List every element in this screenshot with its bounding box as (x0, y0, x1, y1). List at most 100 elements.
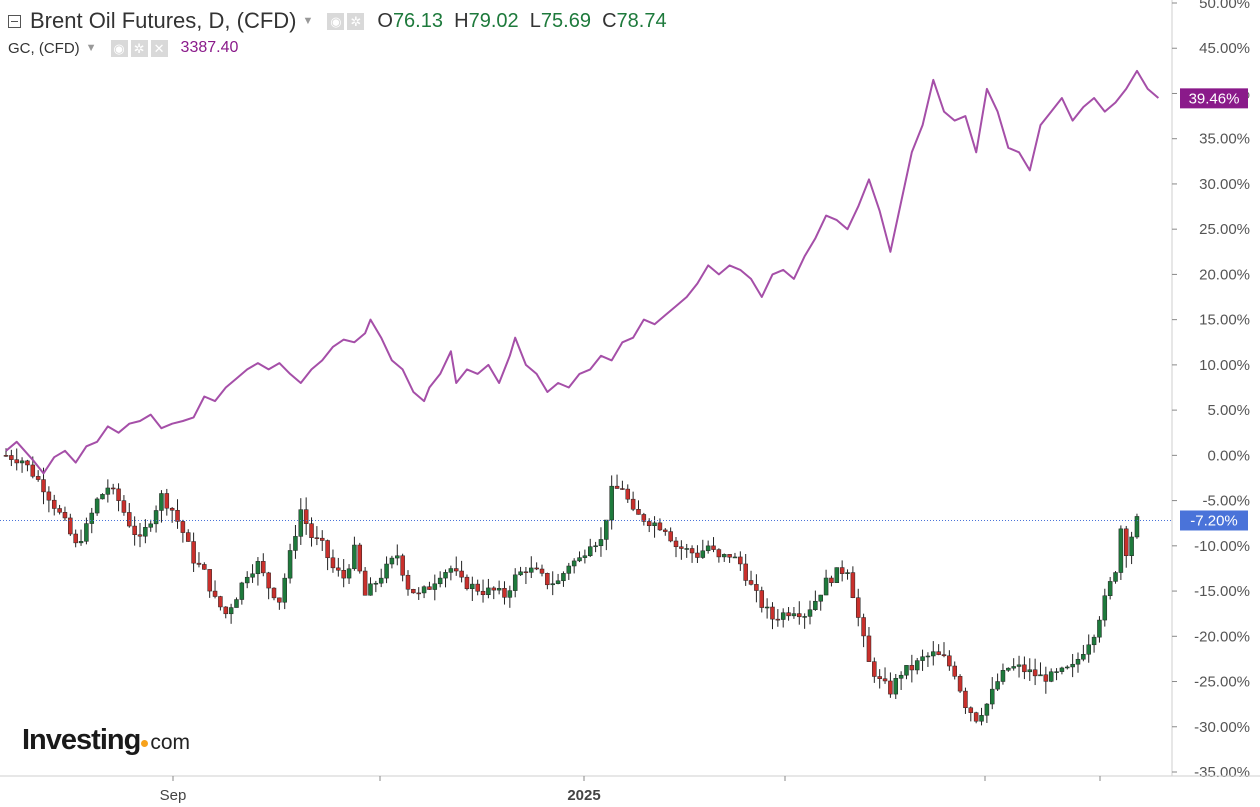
main-symbol-title[interactable]: Brent Oil Futures, D, (CFD) (30, 8, 297, 33)
oil-candle-body (555, 580, 561, 584)
oil-candle-body (427, 586, 432, 590)
compare-symbol-dropdown-icon[interactable]: ▼ (85, 42, 97, 54)
oil-candle-body (673, 540, 679, 548)
compare-value: 3387.40 (180, 39, 239, 56)
oil-candle-body (110, 487, 116, 490)
oil-candle-body (931, 651, 936, 657)
oil-candle-body (169, 507, 175, 511)
oil-candle-body (652, 522, 657, 527)
oil-candle-body (480, 590, 486, 596)
oil-candle-body (78, 541, 84, 544)
oil-candle-body (561, 573, 566, 582)
oil-candle-body (196, 562, 202, 565)
oil-candle-body (395, 555, 400, 559)
oil-candle-body (68, 517, 73, 535)
oil-candle-body (212, 590, 218, 597)
y-tick-label: -30.00% (1194, 719, 1250, 736)
oil-candle-body (620, 488, 625, 490)
oil-candle-body (807, 609, 813, 617)
compare-settings-gear-icon[interactable]: ✲ (130, 39, 148, 57)
oil-candle-body (738, 556, 743, 565)
oil-candle-body (239, 582, 245, 600)
oil-candle-body (904, 665, 909, 676)
oil-candle-body (995, 681, 1000, 690)
oil-candle-body (432, 583, 438, 590)
oil-candle-body (35, 476, 41, 480)
oil-candle-body (185, 532, 191, 542)
open-value: 76.13 (392, 9, 443, 32)
oil-candle-body (679, 546, 684, 549)
logo-dot-icon (141, 740, 149, 747)
y-tick-label: 45.00% (1199, 40, 1250, 57)
oil-candle-body (866, 635, 872, 662)
oil-candle-body (368, 583, 373, 596)
oil-candle-body (464, 576, 470, 590)
oil-candle-body (893, 678, 899, 695)
oil-candle-body (518, 571, 523, 576)
oil-candle-body (448, 568, 454, 573)
oil-candle-body (566, 565, 572, 574)
oil-candle-body (46, 491, 52, 501)
y-tick-label: 0.00% (1207, 447, 1250, 464)
oil-candle-body (705, 545, 711, 552)
oil-candle-body (330, 557, 336, 569)
oil-candle-body (539, 568, 545, 574)
oil-candle-body (1043, 674, 1049, 682)
oil-candle-body (244, 576, 250, 584)
oil-candle-body (523, 571, 529, 574)
y-tick-label: 25.00% (1199, 221, 1250, 238)
oil-candle-body (496, 588, 502, 591)
high-label: H (454, 9, 469, 32)
oil-candle-body (491, 587, 497, 591)
compare-remove-close-icon[interactable]: ✕ (150, 39, 168, 57)
oil-candle-body (153, 510, 159, 525)
oil-candle-body (743, 563, 748, 581)
x-tick-label: 2025 (567, 787, 600, 804)
oil-candle-body (914, 660, 920, 671)
compare-visibility-eye-icon[interactable]: ◉ (110, 39, 128, 57)
y-tick-label: -20.00% (1194, 628, 1250, 645)
y-tick-label: 20.00% (1199, 266, 1250, 283)
oil-candle-body (1081, 654, 1086, 660)
oil-candle-body (384, 563, 389, 579)
oil-candle-body (609, 485, 614, 521)
oil-candle-body (255, 561, 261, 575)
y-tick-label: 15.00% (1199, 312, 1250, 329)
oil-candle-body (100, 494, 105, 500)
oil-candle-body (813, 600, 818, 610)
compare-symbol-title[interactable]: GC, (CFD) (8, 39, 80, 57)
oil-candle-body (582, 555, 588, 558)
y-tick-label: -25.00% (1194, 674, 1250, 691)
oil-candle-body (325, 540, 330, 559)
oil-candle-body (303, 509, 309, 524)
oil-candle-body (512, 574, 518, 591)
gold-line-series (5, 69, 1160, 475)
y-tick-label: 30.00% (1199, 176, 1250, 193)
oil-candle-body (1129, 536, 1134, 556)
oil-candle-body (400, 555, 405, 576)
oil-candle-body (984, 703, 990, 716)
oil-last-value-badge-label: -7.20% (1190, 512, 1238, 529)
oil-candle-body (920, 656, 925, 661)
oil-candle-body (614, 485, 620, 489)
oil-candle-body (818, 594, 823, 602)
oil-candle-body (357, 544, 363, 572)
collapse-icon[interactable] (8, 14, 21, 28)
oil-candle-body (1032, 669, 1038, 677)
oil-candle-body (1059, 667, 1065, 672)
oil-candle-body (293, 536, 298, 551)
gold-last-value-badge-bg (1180, 88, 1248, 109)
settings-gear-icon[interactable]: ✲ (347, 12, 365, 30)
oil-candle-body (271, 587, 277, 599)
oil-candle-body (657, 522, 663, 531)
oil-candle-body (941, 654, 947, 657)
visibility-eye-icon[interactable]: ◉ (327, 12, 345, 30)
oil-candle-body (877, 676, 882, 679)
oil-candle-body (84, 523, 89, 542)
oil-candle-body (1038, 674, 1043, 677)
main-symbol-dropdown-icon[interactable]: ▼ (302, 15, 314, 27)
oil-candle-body (507, 590, 513, 598)
oil-candle-body (646, 521, 652, 527)
chart-legend: Brent Oil Futures, D, (CFD) ▼ ◉ ✲ O76.13… (8, 6, 667, 60)
